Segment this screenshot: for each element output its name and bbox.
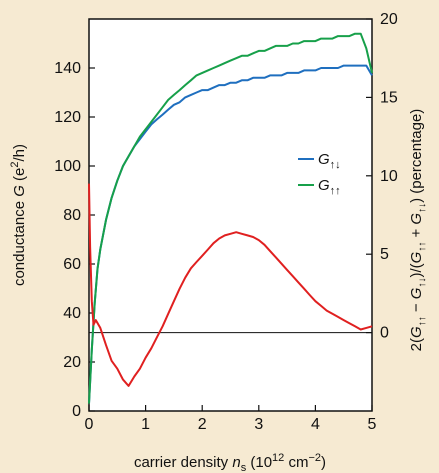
- series-layer: [88, 32, 373, 404]
- left-y-tick-label: 120: [54, 109, 81, 126]
- right-y-tick-label: 10: [380, 168, 398, 185]
- left-y-tick-label: 80: [63, 207, 81, 224]
- plot-area: [88, 18, 373, 412]
- right-y-tick-label: 20: [380, 11, 398, 28]
- right-y-tick-label: 5: [380, 246, 389, 263]
- x-axis-title: carrier density ns (1012 cm−2): [134, 452, 326, 473]
- left-y-tick-label: 0: [72, 403, 81, 420]
- right-y-tick-label: 0: [380, 325, 389, 342]
- x-tick-label: 3: [254, 416, 263, 433]
- series-line-1: [88, 32, 373, 404]
- x-tick-label: 4: [311, 416, 320, 433]
- legend-label-g-upup: G↑↑: [318, 177, 341, 197]
- left-y-tick-label: 100: [54, 158, 81, 175]
- x-tick-label: 1: [141, 416, 150, 433]
- right-y-axis-title: 2(G↑↑ − G↑↓)/(G↑↑ + G↑↓) (percentage): [408, 109, 428, 352]
- left-y-tick-label: 40: [63, 305, 81, 322]
- left-y-tick-label: 20: [63, 354, 81, 371]
- legend-label-g-updown: G↑↓: [318, 151, 341, 171]
- left-y-tick-label: 140: [54, 60, 81, 77]
- series-line-2: [88, 183, 373, 387]
- x-tick-label: 0: [85, 416, 94, 433]
- left-y-axis-title: conductance G (e2/h): [9, 144, 28, 286]
- left-y-tick-label: 60: [63, 256, 81, 273]
- right-y-tick-label: 15: [380, 89, 398, 106]
- legend: G↑↓ G↑↑: [298, 151, 341, 197]
- x-tick-label: 5: [368, 416, 377, 433]
- x-tick-label: 2: [198, 416, 207, 433]
- tick-labels: 0 1 2 3 4 5 0 20 40 60 80 100 120 140 0 5 10 15 20: [54, 11, 398, 433]
